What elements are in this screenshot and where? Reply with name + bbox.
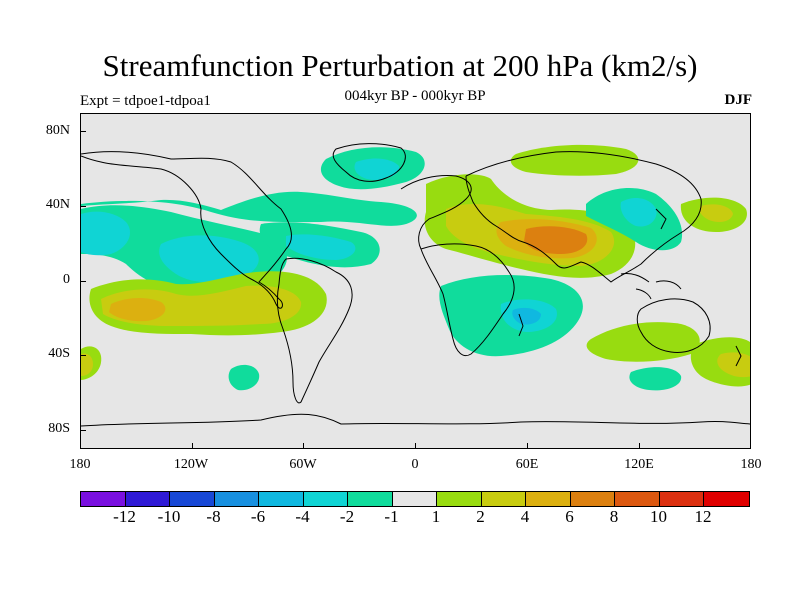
x-tickmark-60e <box>527 443 528 449</box>
contour-fills <box>81 144 750 391</box>
y-tick-80s: 80S <box>48 421 70 436</box>
y-tick-80n: 80N <box>45 123 70 138</box>
colorbar-label: 1 <box>431 507 441 526</box>
colorbar-swatch <box>437 492 482 506</box>
colorbar-swatch <box>526 492 571 506</box>
coast-madagascar <box>518 313 524 337</box>
x-tickmark-120e <box>639 443 640 449</box>
y-tickmark-80s <box>80 430 86 431</box>
contour-neg-indian-core <box>512 307 541 325</box>
colorbar-swatch <box>259 492 304 506</box>
contour-neg-arctic-inner <box>354 158 400 180</box>
contour-neg-w-pacific <box>81 211 131 256</box>
x-tickmark-60w <box>303 443 304 449</box>
x-tickmark-120w <box>192 443 193 449</box>
colorbar-label: -1 <box>384 507 399 526</box>
y-tickmark-80n <box>80 131 86 132</box>
colorbar-swatch <box>348 492 393 506</box>
contour-pos-s-indian <box>586 322 700 362</box>
contour-pos-sw-pacific-inner <box>717 352 750 378</box>
colorbar-label: -2 <box>339 507 355 526</box>
coast-asia <box>465 151 702 283</box>
season-label: DJF <box>724 92 753 108</box>
y-tick-40n: 40N <box>45 197 70 212</box>
colorbar-swatch <box>81 492 126 506</box>
colorbar-swatch <box>615 492 660 506</box>
contour-pos-siberia <box>510 144 639 176</box>
colorbar-swatch <box>704 492 749 506</box>
y-tick-40s: 40S <box>48 346 70 361</box>
colorbar-label: 4 <box>520 507 530 526</box>
contour-pos-w-s-inner <box>81 353 93 376</box>
x-tick-60w: 60W <box>289 457 317 472</box>
colorbar-swatch <box>214 492 259 506</box>
y-tickmark-40s <box>80 355 86 356</box>
contour-pos-s-pacific-4 <box>109 298 166 322</box>
colorbar-label: 2 <box>476 507 485 526</box>
colorbar-label: -8 <box>206 507 221 526</box>
x-tick-180-right: 180 <box>740 457 762 472</box>
coast-greenland <box>332 143 406 182</box>
coastlines <box>81 143 750 427</box>
colorbar-swatch <box>570 492 615 506</box>
colorbar-label: 8 <box>609 507 619 526</box>
coast-new-zealand <box>735 345 742 367</box>
contour-neg-s-atlantic <box>228 364 260 391</box>
y-tick-0: 0 <box>63 272 70 287</box>
plot-subtitle: 004kyr BP - 000kyr BP <box>344 88 486 104</box>
colorbar-label: 12 <box>694 507 712 526</box>
colorbar-label: -10 <box>157 507 181 526</box>
colorbar-swatch <box>659 492 704 506</box>
coast-north-america <box>81 151 292 309</box>
coast-indonesia <box>620 273 682 300</box>
coast-africa <box>420 243 515 357</box>
x-tickmark-0 <box>415 443 416 449</box>
colorbar <box>80 491 750 507</box>
coast-antarctica <box>81 413 750 427</box>
coast-australia <box>636 298 711 353</box>
y-tickmark-0 <box>80 281 86 282</box>
contour-neg-na-pacific <box>81 191 417 226</box>
x-tick-0: 0 <box>411 457 419 472</box>
y-tickmark-40n <box>80 206 86 207</box>
contour-neg-s-ocean <box>629 367 682 391</box>
colorbar-label: -12 <box>113 507 136 526</box>
x-tick-180-left: 180 <box>69 457 91 472</box>
x-tick-60e: 60E <box>515 457 539 472</box>
contour-neg-pacific-inner <box>159 235 259 283</box>
experiment-label: Expt = tdpoe1-tdpoa1 <box>80 93 211 109</box>
colorbar-label: 6 <box>565 507 574 526</box>
map-svg <box>81 143 750 427</box>
contour-pos-eurasia-6 <box>524 226 588 254</box>
coast-south-america <box>276 257 353 404</box>
map-panel <box>80 113 751 449</box>
x-tick-120w: 120W <box>173 457 209 472</box>
coast-europe <box>400 175 472 250</box>
plot-title: Streamfunction Perturbation at 200 hPa (… <box>102 48 698 83</box>
contour-neg-ne-asia-inner <box>620 198 657 227</box>
contour-pos-nw-pacific-inner <box>699 204 733 222</box>
coast-japan <box>655 208 667 230</box>
colorbar-swatch <box>303 492 348 506</box>
colorbar-swatch <box>481 492 526 506</box>
contour-neg-atlantic-inner <box>286 234 356 260</box>
colorbar-swatch <box>170 492 215 506</box>
colorbar-swatch <box>125 492 170 506</box>
colorbar-label: -6 <box>250 507 266 526</box>
colorbar-label: -4 <box>295 507 310 526</box>
colorbar-label: 10 <box>650 507 667 526</box>
x-tick-120e: 120E <box>624 457 654 472</box>
colorbar-swatch <box>392 492 437 506</box>
